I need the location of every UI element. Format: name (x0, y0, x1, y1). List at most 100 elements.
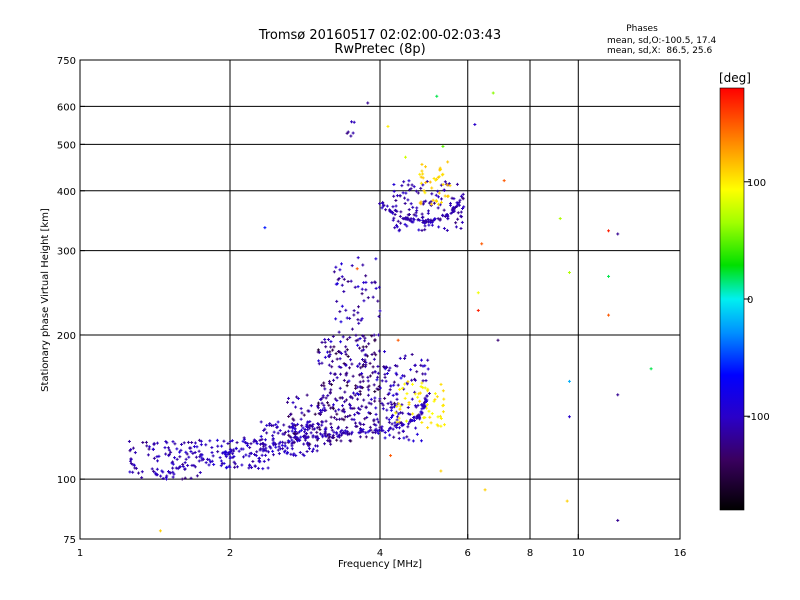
data-point-933 (406, 198, 410, 202)
data-point-548 (327, 436, 331, 440)
data-point-1032 (419, 175, 423, 179)
data-point-177 (267, 458, 271, 462)
data-point-135 (204, 461, 208, 465)
data-point-432 (329, 340, 333, 344)
data-point-478 (331, 334, 335, 338)
data-point-1051 (434, 198, 438, 202)
data-point-737 (403, 354, 407, 358)
data-point-675 (334, 265, 338, 269)
data-point-932 (445, 228, 449, 232)
data-point-55 (134, 466, 138, 470)
x-tick-label-1: 1 (77, 548, 83, 559)
data-point-1014 (398, 194, 402, 198)
data-point-942 (455, 182, 459, 186)
data-point-474 (376, 364, 380, 368)
data-point-588 (369, 402, 373, 406)
data-point-1277 (432, 217, 436, 221)
data-point-698 (340, 304, 344, 308)
data-point-1149 (422, 400, 426, 404)
data-point-150 (250, 466, 254, 470)
data-point-109 (224, 455, 228, 459)
data-point-1148 (393, 424, 397, 428)
data-point-572 (354, 386, 358, 390)
data-point-187 (260, 437, 264, 441)
data-point-211 (277, 452, 281, 456)
data-point-435 (363, 365, 367, 369)
data-point-697 (332, 270, 336, 274)
data-points (127, 91, 653, 533)
data-point-265 (310, 449, 314, 453)
data-point-891 (427, 409, 431, 413)
data-point-14 (137, 471, 141, 475)
data-point-807 (413, 390, 417, 394)
data-point-518 (376, 333, 380, 337)
data-point-1029 (448, 184, 452, 188)
data-point-1007 (424, 199, 428, 203)
data-point-306 (290, 444, 294, 448)
data-point-1036 (424, 181, 428, 185)
data-point-568 (327, 338, 331, 342)
data-point-374 (308, 442, 312, 446)
data-point-1115 (186, 463, 190, 467)
data-point-247 (261, 442, 265, 446)
data-point-165 (253, 453, 257, 457)
data-point-1274 (393, 208, 397, 212)
data-point-197 (209, 460, 213, 464)
data-point-437 (324, 345, 328, 349)
data-point-397 (323, 427, 327, 431)
data-point-1024 (432, 176, 436, 180)
data-point-1112 (259, 447, 263, 451)
data-point-662 (370, 436, 374, 440)
data-point-998 (437, 225, 441, 229)
data-point-1213 (422, 403, 426, 407)
data-point-889 (406, 380, 410, 384)
data-point-108 (251, 459, 255, 463)
data-point-317 (276, 431, 280, 435)
data-point-1047 (438, 168, 442, 172)
data-point-767 (403, 356, 407, 360)
data-point-288 (275, 425, 279, 429)
data-point-318 (315, 449, 319, 453)
data-point-1262 (424, 219, 428, 223)
data-point-263 (276, 420, 280, 424)
data-point-402 (308, 424, 312, 428)
data-point-828 (383, 375, 387, 379)
data-point-1094 (402, 423, 406, 427)
data-point-431 (321, 395, 325, 399)
data-point-176 (206, 457, 210, 461)
data-point-894 (422, 416, 426, 420)
data-point-606 (352, 418, 356, 422)
data-point-958 (454, 221, 458, 225)
data-point-151 (240, 463, 244, 467)
data-point-1130 (232, 449, 236, 453)
data-point-601 (373, 390, 377, 394)
data-point-781 (380, 379, 384, 383)
data-point-1230 (380, 206, 384, 210)
data-point-237 (271, 449, 275, 453)
data-point-626 (370, 352, 374, 356)
data-point-1035 (420, 169, 424, 173)
data-point-702 (344, 308, 348, 312)
data-point-549 (364, 353, 368, 357)
chart-title: Tromsø 20160517 02:02:00-02:03:43 (258, 28, 501, 43)
data-point-1096 (271, 441, 275, 445)
data-point-777 (389, 400, 393, 404)
data-point-542 (364, 363, 368, 367)
data-point-986 (459, 210, 463, 214)
data-point-509 (335, 399, 339, 403)
data-point-336 (303, 427, 307, 431)
data-point-754 (415, 370, 419, 374)
data-point-618 (358, 407, 362, 411)
data-point-814 (380, 401, 384, 405)
data-point-334 (332, 416, 336, 420)
data-point-1212 (171, 466, 175, 470)
data-point-1045 (429, 202, 433, 206)
data-point-543 (360, 371, 364, 375)
data-point-604 (342, 410, 346, 414)
data-point-957 (442, 226, 446, 230)
data-point-897 (407, 401, 411, 405)
data-point-256 (285, 446, 289, 450)
data-point-274 (301, 426, 305, 430)
data-point-269 (267, 423, 271, 427)
data-point-33 (141, 440, 145, 444)
